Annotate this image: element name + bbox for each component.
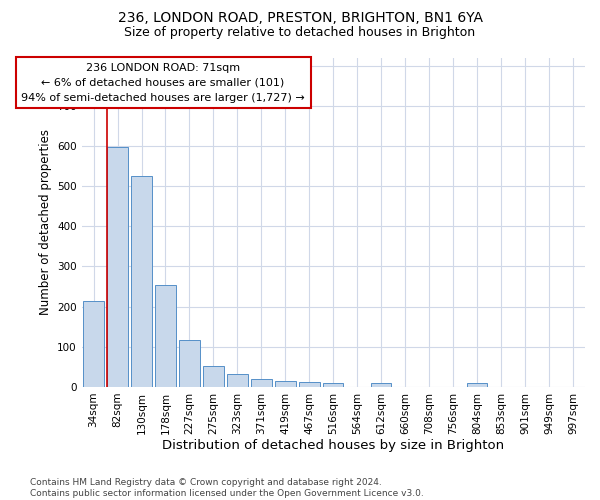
Text: 236 LONDON ROAD: 71sqm
← 6% of detached houses are smaller (101)
94% of semi-det: 236 LONDON ROAD: 71sqm ← 6% of detached … — [21, 63, 305, 102]
Bar — [275, 381, 296, 387]
Bar — [203, 366, 224, 387]
Bar — [467, 383, 487, 387]
Bar — [251, 379, 272, 387]
Bar — [371, 383, 391, 387]
Text: 236, LONDON ROAD, PRESTON, BRIGHTON, BN1 6YA: 236, LONDON ROAD, PRESTON, BRIGHTON, BN1… — [118, 11, 482, 25]
Text: Size of property relative to detached houses in Brighton: Size of property relative to detached ho… — [124, 26, 476, 39]
Y-axis label: Number of detached properties: Number of detached properties — [38, 129, 52, 315]
Bar — [107, 146, 128, 387]
Bar — [227, 374, 248, 387]
Bar — [83, 301, 104, 387]
Bar — [323, 383, 343, 387]
Bar — [179, 340, 200, 387]
Bar — [155, 286, 176, 387]
Bar — [131, 176, 152, 387]
X-axis label: Distribution of detached houses by size in Brighton: Distribution of detached houses by size … — [162, 440, 505, 452]
Bar — [299, 382, 320, 387]
Text: Contains HM Land Registry data © Crown copyright and database right 2024.
Contai: Contains HM Land Registry data © Crown c… — [30, 478, 424, 498]
